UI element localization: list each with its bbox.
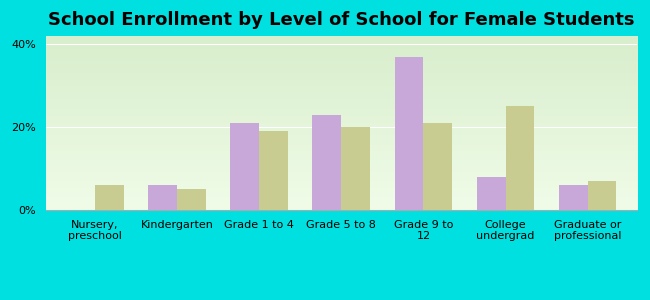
Bar [423, 123, 452, 210]
Title: School Enrollment by Level of School for Female Students: School Enrollment by Level of School for… [48, 11, 634, 29]
Bar [395, 57, 423, 210]
Bar [588, 181, 616, 210]
Bar [95, 185, 124, 210]
Bar [177, 189, 205, 210]
Bar [230, 123, 259, 210]
Bar [259, 131, 288, 210]
Bar [477, 177, 506, 210]
Bar [148, 185, 177, 210]
Bar [341, 127, 370, 210]
Bar [506, 106, 534, 210]
Bar [313, 115, 341, 210]
Bar [559, 185, 588, 210]
